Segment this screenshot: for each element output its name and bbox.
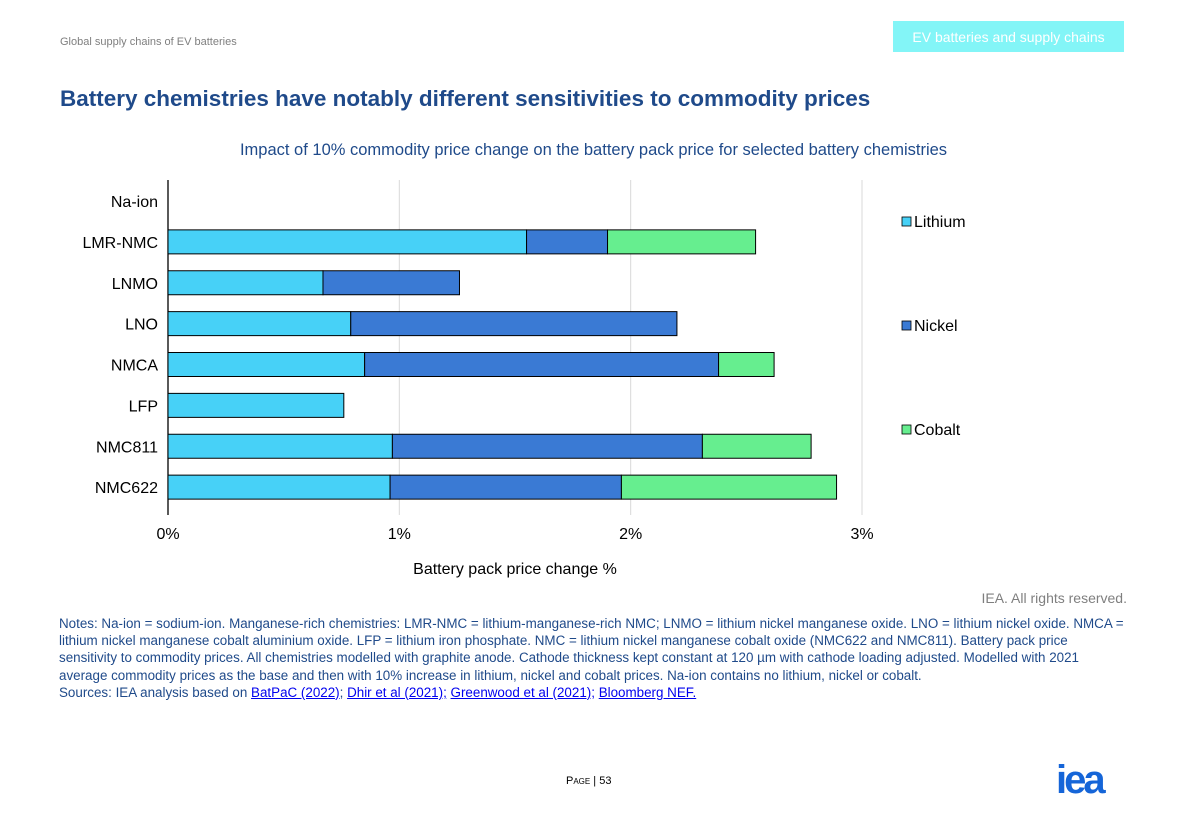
bar-nickel	[364, 352, 720, 377]
bar-lithium	[167, 311, 352, 337]
legend-label-cobalt: Cobalt	[914, 422, 961, 439]
sources-line: Sources: IEA analysis based on BatPaC (2…	[59, 684, 1129, 701]
header-doc-title: Global supply chains of EV batteries	[60, 36, 237, 48]
source-link-bnef[interactable]: Bloomberg NEF.	[598, 684, 697, 700]
bar-lithium	[167, 229, 528, 255]
legend-swatch-cobalt	[901, 424, 912, 435]
bar-cobalt	[701, 433, 812, 459]
iea-logo: iea	[1056, 758, 1106, 802]
page-title: Battery chemistries have notably differe…	[60, 86, 871, 111]
rights-notice: IEA. All rights reserved.	[981, 590, 1127, 606]
bar-lithium	[167, 352, 366, 377]
notes-text: Notes: Na-ion = sodium-ion. Manganese-ri…	[59, 616, 1124, 683]
bar-nickel	[526, 229, 609, 255]
bar-nickel	[389, 474, 622, 500]
legend-swatch-nickel	[901, 320, 912, 331]
source-link-greenwood[interactable]: Greenwood et al (2021);	[450, 684, 595, 700]
x-tick-label: 0%	[156, 526, 179, 543]
x-tick-label: 3%	[850, 526, 873, 543]
legend-label-nickel: Nickel	[914, 318, 958, 335]
source-link-batpac[interactable]: BatPaC (2022)	[251, 684, 340, 700]
x-axis-label: Battery pack price change %	[413, 561, 617, 578]
bar-cobalt	[607, 229, 757, 255]
page-label: Page	[566, 775, 591, 787]
bar-lithium	[167, 433, 393, 459]
chart-title: Impact of 10% commodity price change on …	[239, 141, 948, 159]
bar-nickel	[391, 433, 703, 459]
bar-lithium	[167, 392, 345, 418]
page-number: Page | 53	[566, 775, 612, 787]
y-tick-label: Na-ion	[111, 194, 158, 211]
legend-label-lithium: Lithium	[914, 214, 966, 231]
notes-section: Notes: Na-ion = sodium-ion. Manganese-ri…	[59, 615, 1129, 701]
x-tick-label: 1%	[388, 526, 411, 543]
y-tick-label: LMR-NMC	[82, 235, 158, 252]
y-tick-label: LNMO	[112, 276, 158, 293]
y-tick-label: LFP	[129, 398, 158, 415]
link-separator: ;	[339, 684, 348, 700]
legend-swatch-lithium	[901, 216, 912, 227]
y-tick-label: NMCA	[111, 358, 158, 375]
y-tick-label: NMC811	[96, 439, 158, 456]
sources-prefix: Sources: IEA analysis based on	[59, 684, 252, 700]
x-tick-label: 2%	[619, 526, 642, 543]
bar-cobalt	[718, 352, 775, 377]
bar-lithium	[167, 474, 391, 500]
bar-nickel	[322, 270, 460, 296]
source-link-dhir[interactable]: Dhir et al (2021);	[347, 684, 447, 700]
page-number-value: 53	[599, 775, 612, 787]
bar-lithium	[167, 270, 324, 296]
y-tick-label: LNO	[125, 317, 158, 334]
section-tab[interactable]: EV batteries and supply chains	[893, 21, 1124, 52]
y-tick-label: NMC622	[95, 480, 158, 497]
bar-cobalt	[620, 474, 838, 500]
stacked-bar-chart: 0% 1% 2% 3% Battery pack price change % Na-io…	[82, 180, 966, 578]
bar-nickel	[350, 311, 678, 337]
